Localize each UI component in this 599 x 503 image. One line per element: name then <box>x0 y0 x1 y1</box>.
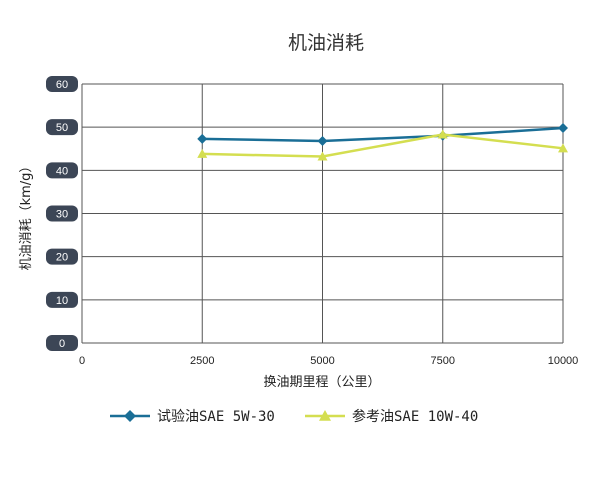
x-axis-ticks: 0 2500 5000 7500 10000 <box>79 355 578 367</box>
x-tick-label: 5000 <box>310 355 334 367</box>
series-line <box>202 133 564 158</box>
x-tick-label: 2500 <box>190 355 214 367</box>
data-point <box>317 151 328 161</box>
legend-marker <box>124 410 136 422</box>
data-point <box>317 135 328 146</box>
y-tick-badge <box>46 119 78 136</box>
y-axis-title: 机油消耗（km/g） <box>19 160 34 271</box>
x-tick-label: 0 <box>79 355 85 367</box>
x-tick-label: 7500 <box>431 355 455 367</box>
y-tick-badge <box>46 76 78 92</box>
data-point <box>558 143 568 153</box>
x-tick-label: 10000 <box>548 355 579 367</box>
y-tick-label: 10 <box>56 295 68 307</box>
y-tick-badge <box>46 248 78 265</box>
y-tick-badge <box>46 291 78 308</box>
x-axis-title: 换油期里程（公里） <box>263 375 380 390</box>
y-tick-badge <box>46 162 78 179</box>
y-tick-label: 30 <box>56 209 68 221</box>
y-axis-ticks: 0 10 20 30 40 50 60 <box>46 76 78 351</box>
y-tick-badge <box>46 335 78 351</box>
grid <box>81 83 564 344</box>
data-point <box>197 133 208 144</box>
legend: 试验油SAE 5W-30 参考油SAE 10W-40 <box>110 408 478 425</box>
y-tick-label: 60 <box>56 79 68 91</box>
data-point <box>437 129 448 139</box>
y-tick-label: 40 <box>56 165 68 177</box>
legend-label: 试验油SAE 5W-30 <box>157 409 275 425</box>
y-tick-badge <box>46 205 78 222</box>
y-tick-label: 20 <box>56 252 68 264</box>
series-line <box>202 126 564 143</box>
data-point <box>197 148 208 158</box>
series <box>197 123 568 161</box>
legend-label: 参考油SAE 10W-40 <box>352 408 478 425</box>
series-group <box>197 129 568 161</box>
y-tick-label: 50 <box>56 122 68 134</box>
chart-title: 机油消耗 <box>288 32 364 54</box>
data-point <box>558 123 568 134</box>
legend-marker <box>319 410 331 421</box>
y-tick-label: 0 <box>59 338 65 350</box>
